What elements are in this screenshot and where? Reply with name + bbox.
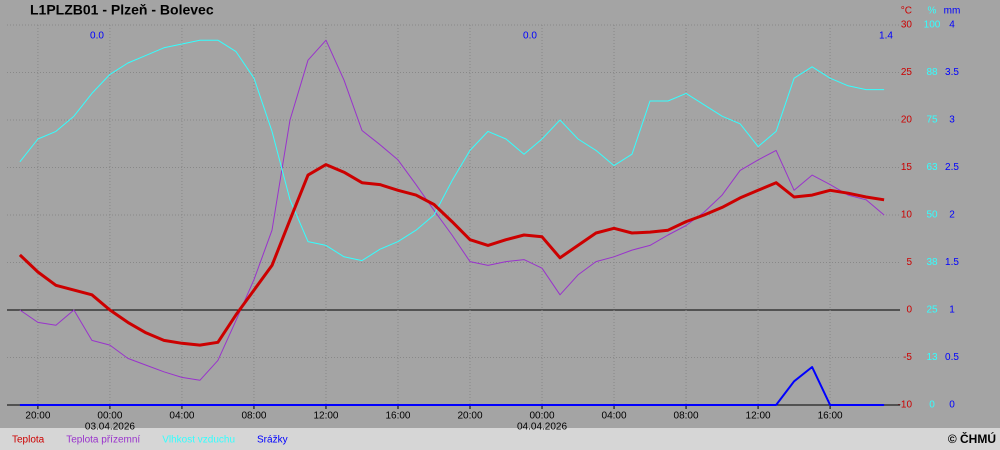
y-tick-label: -10 — [898, 400, 913, 411]
rain-total: 1.4 — [879, 31, 893, 42]
series-line — [19, 366, 885, 406]
y3-tick-label: 3 — [949, 115, 955, 126]
unit-label: % — [928, 6, 937, 17]
legend-entry: Vlhkost vzduchu — [162, 435, 235, 446]
rain-total: 0.0 — [523, 31, 537, 42]
y2-tick-label: 0 — [929, 400, 935, 411]
x-tick-label: 20:00 — [25, 411, 50, 422]
y3-tick-label: 2 — [949, 210, 955, 221]
y2-tick-label: 63 — [926, 162, 938, 173]
series-line — [18, 163, 885, 347]
x-tick-label: 08:00 — [674, 411, 699, 422]
y-tick-label: 0 — [906, 305, 912, 316]
y-tick-label: 5 — [906, 257, 912, 268]
y2-tick-label: 38 — [926, 257, 938, 268]
y2-tick-label: 50 — [926, 210, 938, 221]
x-tick-label: 04:00 — [169, 411, 194, 422]
x-tick-label: 16:00 — [818, 411, 843, 422]
chart-title: L1PLZB01 - Plzeň - Bolevec — [30, 2, 214, 18]
x-tick-label: 08:00 — [241, 411, 266, 422]
y3-tick-label: 0 — [949, 400, 955, 411]
y3-tick-label: 1.5 — [945, 257, 959, 268]
y2-tick-label: 100 — [924, 20, 941, 31]
unit-label: °C — [901, 6, 912, 17]
y-tick-label: 30 — [901, 20, 913, 31]
x-tick-label: 12:00 — [313, 411, 338, 422]
y2-tick-label: 88 — [926, 67, 938, 78]
series-line — [19, 39, 885, 262]
y-tick-label: 20 — [901, 115, 913, 126]
unit-label: mm — [944, 6, 961, 17]
y3-tick-label: 1 — [949, 305, 955, 316]
y3-tick-label: 4 — [949, 20, 955, 31]
y2-tick-label: 25 — [926, 305, 938, 316]
y2-tick-label: 75 — [926, 115, 938, 126]
legend-strip — [0, 428, 1000, 450]
legend-entry: Teplota přízemní — [66, 435, 140, 446]
x-tick-label: 20:00 — [457, 411, 482, 422]
y2-tick-label: 13 — [926, 352, 938, 363]
x-tick-label: 12:00 — [746, 411, 771, 422]
series-line — [19, 39, 885, 381]
copyright: © ČHMÚ — [948, 431, 996, 446]
x-tick-label: 00:00 — [97, 411, 122, 422]
rain-total: 0.0 — [90, 31, 104, 42]
date-label: 04.04.2026 — [517, 422, 567, 433]
legend-entry: Srážky — [257, 435, 288, 446]
date-label: 03.04.2026 — [85, 422, 135, 433]
y3-tick-label: 2.5 — [945, 162, 959, 173]
y-tick-label: -5 — [903, 352, 912, 363]
y-tick-label: 15 — [901, 162, 913, 173]
y3-tick-label: 3.5 — [945, 67, 959, 78]
legend-entry: Teplota — [12, 435, 45, 446]
y-tick-label: 10 — [901, 210, 913, 221]
y-tick-label: 25 — [901, 67, 913, 78]
x-tick-label: 00:00 — [530, 411, 555, 422]
x-tick-label: 04:00 — [602, 411, 627, 422]
y3-tick-label: 0.5 — [945, 352, 959, 363]
x-tick-label: 16:00 — [385, 411, 410, 422]
